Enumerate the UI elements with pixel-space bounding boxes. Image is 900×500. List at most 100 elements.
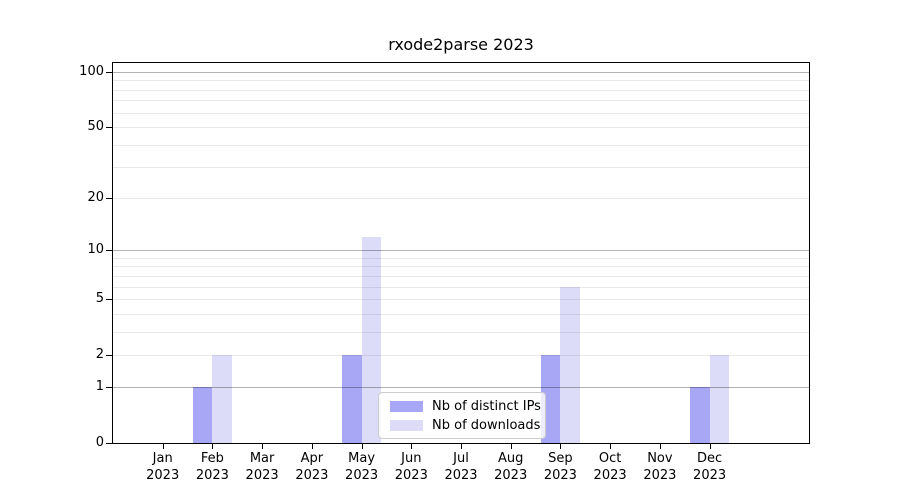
x-tick-year: 2023 — [593, 468, 627, 483]
bar-distinct-ips-dec — [689, 387, 710, 443]
x-tick-month: Nov — [647, 451, 673, 466]
x-tick-month: Mar — [249, 451, 275, 466]
x-tick-year: 2023 — [195, 468, 229, 483]
x-tick-label-mar: Mar 2023 — [230, 450, 294, 484]
x-tick-label-oct: Oct 2023 — [578, 450, 642, 484]
gridline-minor-40 — [113, 144, 809, 146]
chart-title: rxode2parse 2023 — [388, 35, 534, 54]
x-tick-year: 2023 — [494, 468, 528, 483]
y-tick-mark-5 — [106, 299, 112, 300]
bar-distinct-ips-may — [341, 354, 362, 443]
gridline-minor-2 — [113, 354, 809, 356]
x-tick-label-may: May 2023 — [330, 450, 394, 484]
legend-swatch-downloads — [390, 419, 423, 431]
x-tick-year: 2023 — [693, 468, 727, 483]
x-tick-year: 2023 — [345, 468, 379, 483]
x-tick-year: 2023 — [543, 468, 577, 483]
x-tick-month: Apr — [300, 451, 324, 466]
gridline-minor-5 — [113, 299, 809, 300]
x-tick-mark-aug — [510, 444, 512, 449]
bar-downloads-sep — [560, 286, 581, 443]
legend-swatch-distinct-ips — [390, 400, 423, 412]
x-tick-mark-dec — [709, 444, 711, 449]
x-tick-year: 2023 — [295, 468, 329, 483]
y-tick-label-0: 0 — [95, 435, 104, 450]
x-tick-mark-mar — [262, 444, 264, 449]
gridline-minor-80 — [113, 89, 809, 91]
gridline-minor-7 — [113, 275, 809, 277]
y-tick-mark-0 — [106, 443, 112, 444]
y-tick-label-20: 20 — [87, 190, 104, 206]
y-tick-label-100: 100 — [79, 64, 104, 80]
legend-item-distinct-ips: Nb of distinct IPs — [390, 398, 545, 414]
gridline-minor-8 — [113, 266, 809, 268]
y-tick-mark-2 — [106, 355, 112, 356]
x-tick-label-dec: Dec 2023 — [678, 450, 742, 484]
gridline-minor-70 — [113, 100, 809, 102]
x-tick-year: 2023 — [444, 468, 478, 483]
x-tick-month: Aug — [497, 451, 524, 466]
legend: Nb of distinct IPs Nb of downloads — [378, 392, 546, 439]
plot-area: Nb of distinct IPs Nb of downloads — [112, 62, 810, 444]
x-tick-month: Dec — [697, 451, 723, 466]
x-tick-year: 2023 — [643, 468, 677, 483]
legend-item-downloads: Nb of downloads — [390, 417, 545, 433]
legend-label-distinct-ips: Nb of distinct IPs — [432, 398, 541, 414]
x-tick-label-jan: Jan 2023 — [131, 450, 195, 484]
x-tick-label-apr: Apr 2023 — [280, 450, 344, 484]
x-tick-mark-nov — [659, 444, 661, 449]
y-tick-label-50: 50 — [87, 118, 104, 134]
x-tick-month: Jun — [401, 451, 422, 466]
x-tick-label-feb: Feb 2023 — [180, 450, 244, 484]
x-tick-mark-jan — [162, 444, 164, 449]
x-tick-mark-may — [361, 444, 363, 449]
gridline-minor-6 — [113, 286, 809, 288]
x-tick-year: 2023 — [394, 468, 428, 483]
x-tick-year: 2023 — [245, 468, 279, 483]
y-tick-label-5: 5 — [95, 290, 104, 306]
x-tick-month: Sep — [548, 451, 573, 466]
x-tick-label-aug: Aug 2023 — [479, 450, 543, 484]
x-tick-mark-sep — [560, 444, 562, 449]
gridline-minor-60 — [113, 112, 809, 114]
x-tick-month: Jul — [453, 451, 469, 466]
x-tick-month: Jan — [152, 451, 173, 466]
y-tick-mark-10 — [106, 250, 112, 251]
bar-downloads-may — [361, 236, 382, 443]
x-tick-label-nov: Nov 2023 — [628, 450, 692, 484]
gridline-minor-4 — [113, 313, 809, 315]
x-tick-mark-jun — [411, 444, 413, 449]
x-tick-year: 2023 — [146, 468, 180, 483]
gridline-minor-3 — [113, 331, 809, 333]
x-tick-mark-jul — [461, 444, 462, 449]
y-tick-label-10: 10 — [87, 242, 104, 258]
y-tick-label-1: 1 — [95, 379, 104, 395]
y-tick-label-2: 2 — [95, 346, 104, 362]
x-tick-mark-feb — [212, 444, 214, 449]
gridline-minor-90 — [113, 80, 809, 82]
y-tick-mark-100 — [106, 72, 112, 73]
y-tick-mark-1 — [106, 387, 112, 388]
y-tick-mark-20 — [106, 198, 112, 199]
bar-distinct-ips-feb — [192, 387, 213, 443]
bar-downloads-feb — [212, 354, 233, 443]
x-tick-month: Feb — [200, 451, 224, 466]
gridline-minor-9 — [113, 257, 809, 259]
x-tick-mark-apr — [311, 444, 313, 449]
x-tick-label-jun: Jun 2023 — [379, 450, 443, 484]
x-tick-month: May — [348, 451, 376, 466]
x-tick-mark-oct — [610, 444, 612, 449]
gridline-minor-20 — [113, 198, 809, 200]
y-tick-mark-50 — [106, 127, 112, 128]
x-tick-label-jul: Jul 2023 — [429, 450, 493, 484]
gridline-minor-30 — [113, 167, 809, 168]
x-tick-month: Oct — [598, 451, 622, 466]
gridline-major-1 — [113, 387, 809, 389]
x-tick-label-sep: Sep 2023 — [528, 450, 592, 484]
bar-downloads-dec — [709, 354, 730, 443]
gridline-major-100 — [113, 72, 809, 73]
gridline-minor-50 — [113, 126, 809, 128]
legend-label-downloads: Nb of downloads — [432, 417, 541, 433]
gridline-major-10 — [113, 250, 809, 252]
